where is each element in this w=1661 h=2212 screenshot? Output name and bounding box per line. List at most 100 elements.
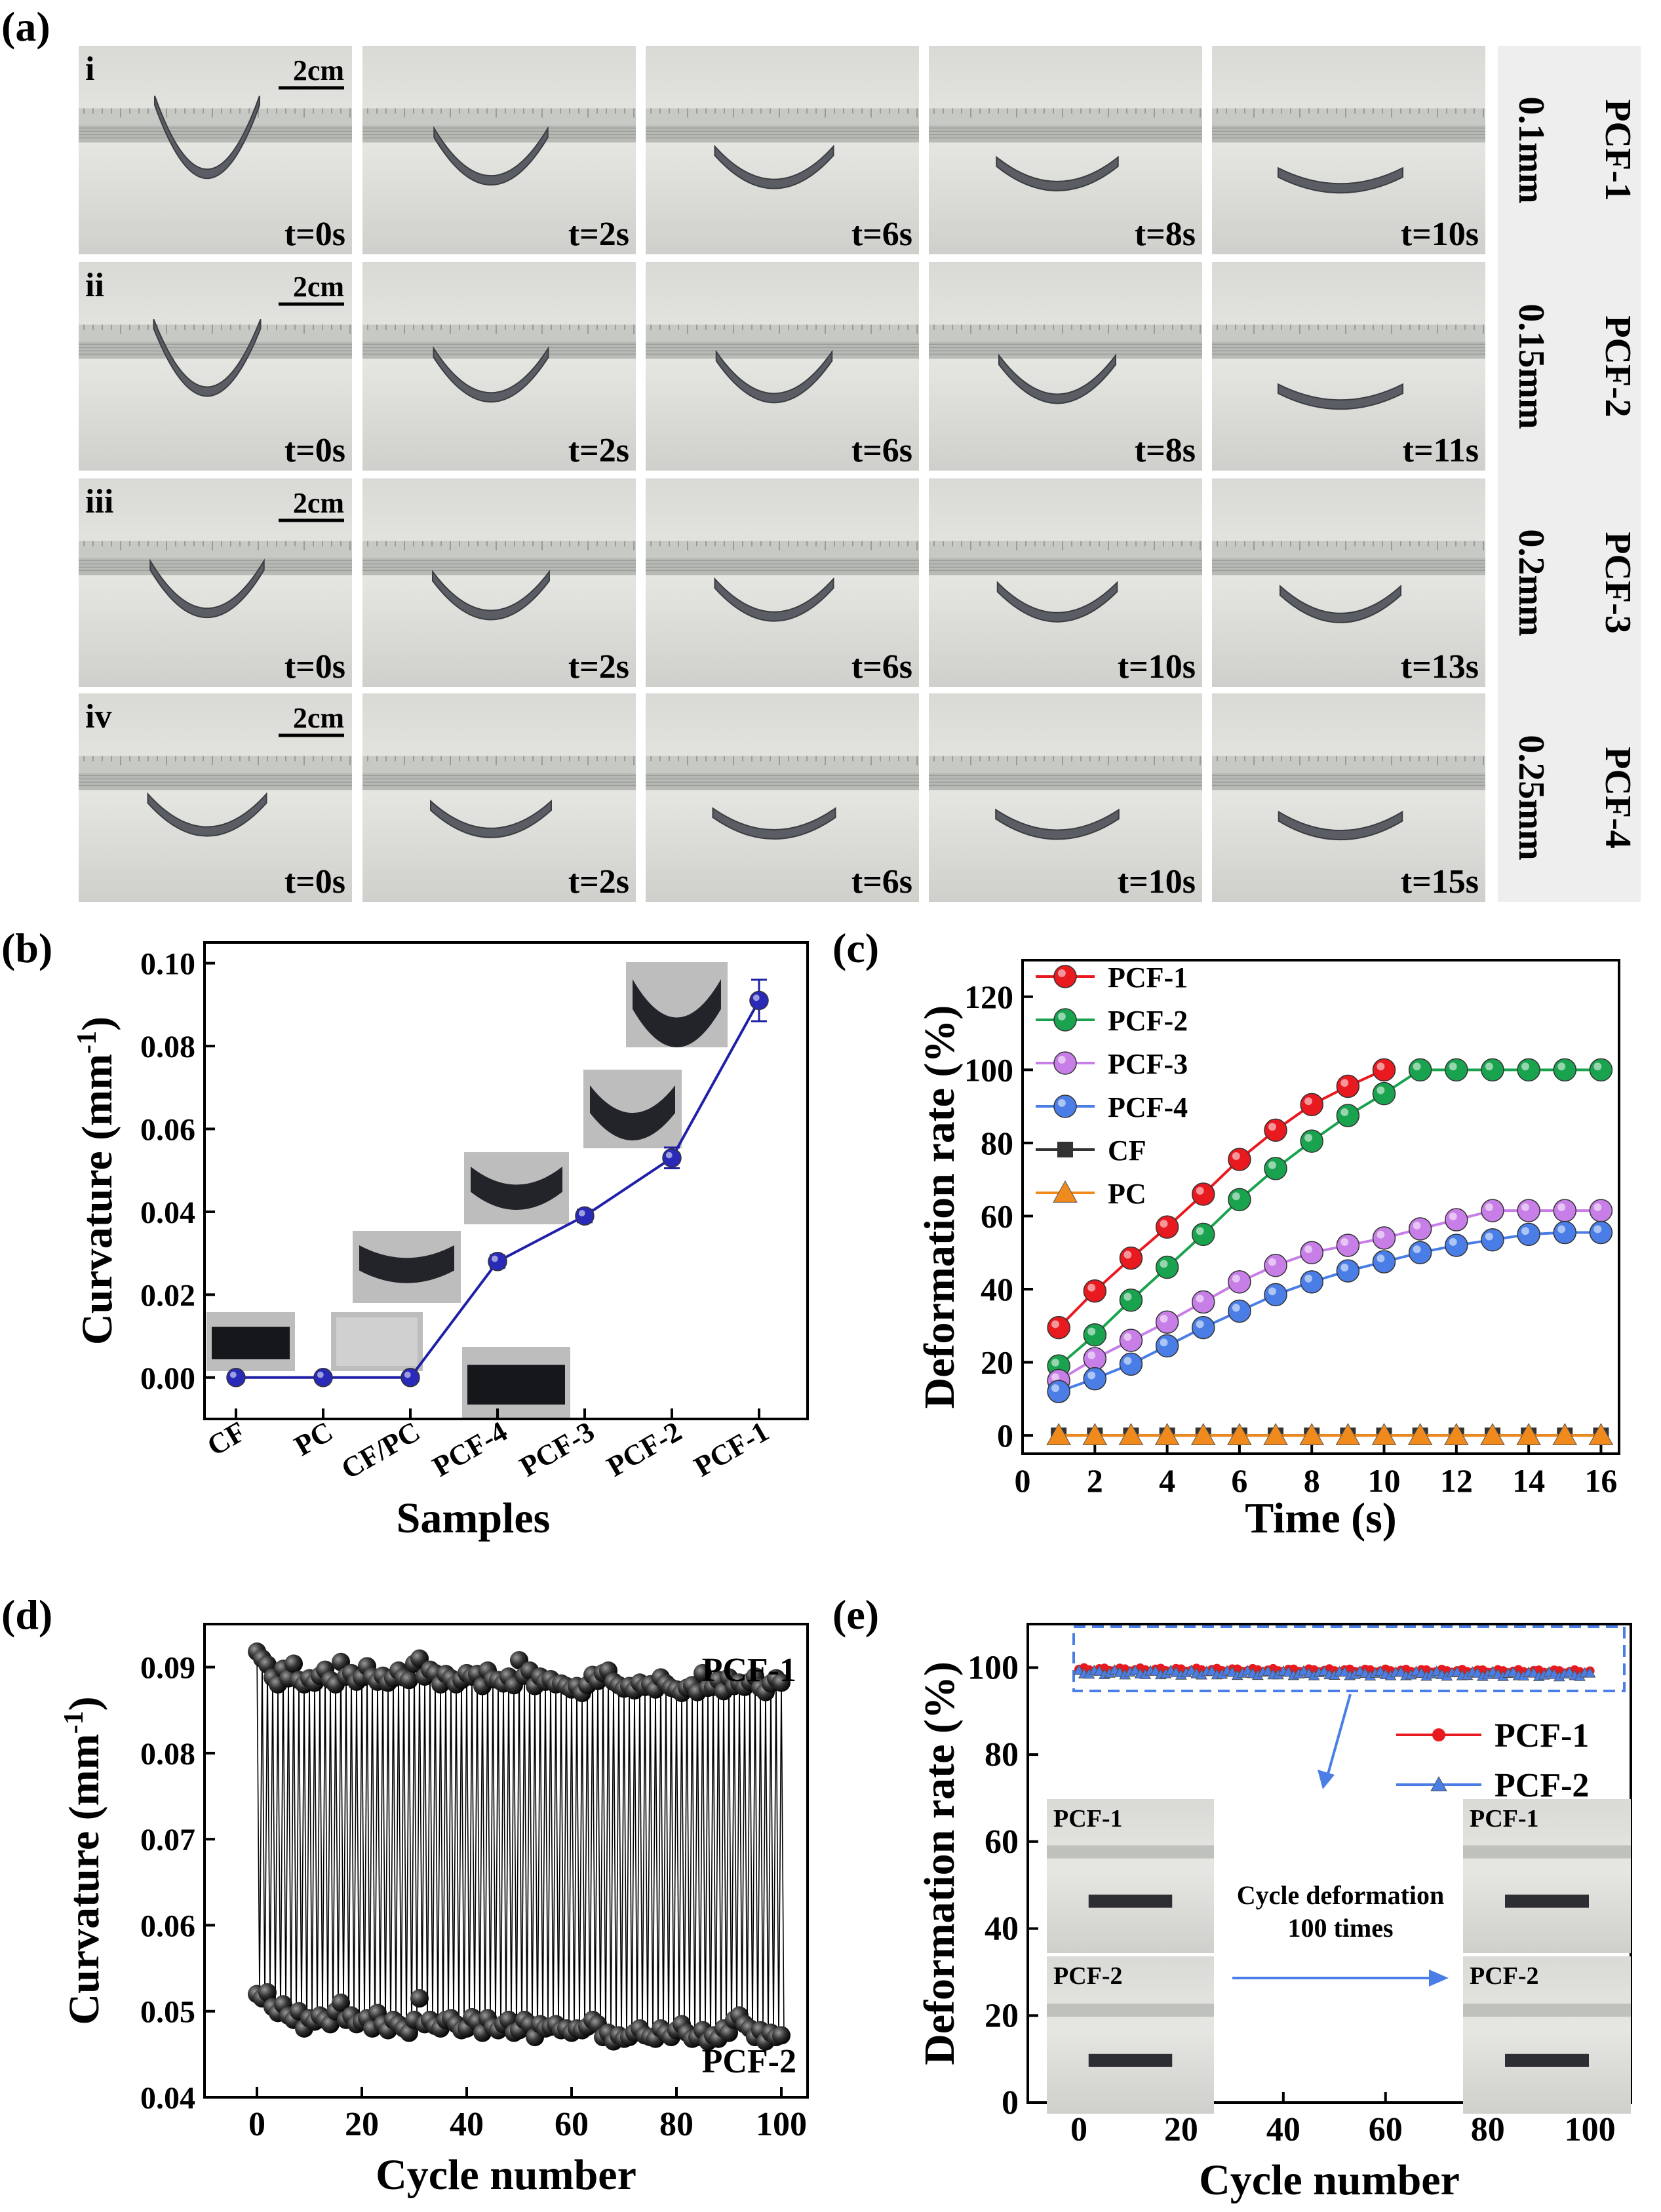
data-point (1190, 1423, 1216, 1446)
data-point (1119, 1288, 1143, 1312)
legend-marker (1053, 1180, 1078, 1203)
y-tick-label: 0.08 (140, 1737, 195, 1772)
photo-cell: t=6s (646, 262, 919, 471)
pcf1-point (694, 1663, 712, 1682)
data-point-highlight (1449, 1212, 1457, 1220)
data-point (1083, 1367, 1107, 1391)
data-point (1264, 1157, 1287, 1180)
photo-cell: t=0s iii 2cm (79, 478, 352, 687)
time-label: t=2s (568, 863, 629, 901)
sample-film (1278, 810, 1403, 841)
photo-background (646, 478, 919, 687)
y-tick-label: 20 (985, 1997, 1019, 2034)
ruler-body (646, 108, 919, 126)
x-tick-label: 8 (1304, 1462, 1320, 1499)
sample-film (1277, 383, 1403, 410)
photo-background (646, 262, 919, 471)
data-point-highlight (1232, 1152, 1240, 1160)
sample-film (153, 319, 262, 397)
sample-film (149, 558, 265, 618)
data-point-highlight (1087, 1283, 1096, 1292)
data-point (575, 1206, 595, 1226)
scale-bar-label: 2cm (293, 702, 344, 734)
inset-cf (206, 1312, 295, 1371)
upper-series-label: PCF-1 (702, 1652, 796, 1689)
x-tick-label: 0 (248, 2106, 265, 2143)
ruler-body (362, 108, 636, 126)
data-point-highlight (491, 1255, 498, 1262)
ruler-body (1212, 108, 1485, 126)
x-tick-label: 40 (450, 2106, 484, 2143)
inset-label: PCF-1 (1053, 1805, 1123, 1833)
photo-background (79, 478, 352, 687)
inset-after-pcf1: PCF-1 (1463, 1799, 1631, 1953)
series-pcf-2 (1047, 1058, 1613, 1378)
y-tick-label: 60 (981, 1197, 1013, 1234)
data-point (1227, 1423, 1252, 1446)
data-point (1083, 1279, 1107, 1303)
data-point-highlight (1160, 1220, 1168, 1228)
photo-background (362, 46, 636, 254)
pcf2-point (772, 2026, 791, 2045)
photo-cell: t=2s (362, 693, 636, 902)
ruler-body (1212, 324, 1485, 342)
data-point-highlight (404, 1371, 411, 1378)
photo-background (1212, 478, 1485, 687)
data-point-highlight (1196, 1186, 1204, 1195)
y-tick-label: 20 (981, 1344, 1013, 1381)
time-label: t=8s (1135, 216, 1196, 253)
sample-film (429, 799, 552, 838)
time-label: t=10s (1118, 648, 1196, 686)
data-point (1119, 1329, 1143, 1352)
y-axis-title-sup: -1 (59, 1711, 89, 1734)
x-tick-label: 14 (1512, 1462, 1545, 1499)
row-thickness-label: 0.2mm (1511, 529, 1552, 636)
chart-e: 0 20 40 60 80 100020406080100PCF-1PCF-2PCF-1P… (916, 1623, 1632, 2204)
panel-a-label: (a) (1, 3, 50, 50)
data-point (1517, 1199, 1540, 1222)
data-point (1507, 1666, 1519, 1677)
sample-film (714, 144, 834, 189)
data-point (1300, 1093, 1323, 1117)
time-label: t=2s (568, 216, 629, 253)
data-point (1073, 1664, 1085, 1675)
photo-grid: t=0s i 2cm t=2s t=6s t=8s t=10s PCF-1 0.1mm t=0s i… (79, 46, 1641, 902)
inset-caption-line1: Cycle deformation (1237, 1880, 1445, 1910)
photo-background (362, 262, 636, 471)
plot-frame (1021, 959, 1620, 1455)
pcf2-point (258, 1983, 277, 2002)
photo-cell: t=6s (646, 693, 919, 902)
pcf2-point (410, 1989, 429, 2008)
legend-label: PCF-2 (1495, 1767, 1589, 1804)
sample-film (1279, 584, 1401, 623)
x-tick-label: 60 (555, 2106, 589, 2143)
photo-cell: t=2s (362, 46, 636, 254)
inset-film (1505, 2053, 1589, 2067)
inset-photo-bg (1463, 1799, 1631, 1953)
series-line (1057, 1068, 1385, 1329)
photo-background (929, 262, 1202, 471)
data-point (1119, 1352, 1143, 1376)
sample-film (147, 792, 267, 837)
time-label: t=8s (1135, 432, 1196, 469)
photo-background (1212, 46, 1485, 254)
photo-background (79, 262, 352, 471)
data-point (1228, 1188, 1251, 1212)
data-point-highlight (1124, 1333, 1132, 1341)
data-point-highlight (1485, 1062, 1493, 1071)
data-point (1451, 1666, 1463, 1677)
legend-label: PCF-2 (1108, 1005, 1188, 1037)
photo-cell: t=0s ii 2cm (79, 262, 352, 471)
pcf1-point (284, 1654, 303, 1673)
inset-ruler (1463, 2004, 1631, 2017)
data-point-highlight (1087, 1327, 1096, 1336)
data-point (1408, 1058, 1432, 1082)
data-point-highlight (1377, 1086, 1385, 1095)
data-point (749, 990, 769, 1011)
y-tick-label: 0.04 (140, 1195, 195, 1230)
sample-film (712, 807, 836, 840)
x-tick-label: 2 (1087, 1462, 1103, 1499)
data-point-highlight (1087, 1351, 1096, 1359)
x-category-label: PCF-1 (689, 1415, 774, 1483)
data-point-highlight (1340, 1238, 1349, 1246)
